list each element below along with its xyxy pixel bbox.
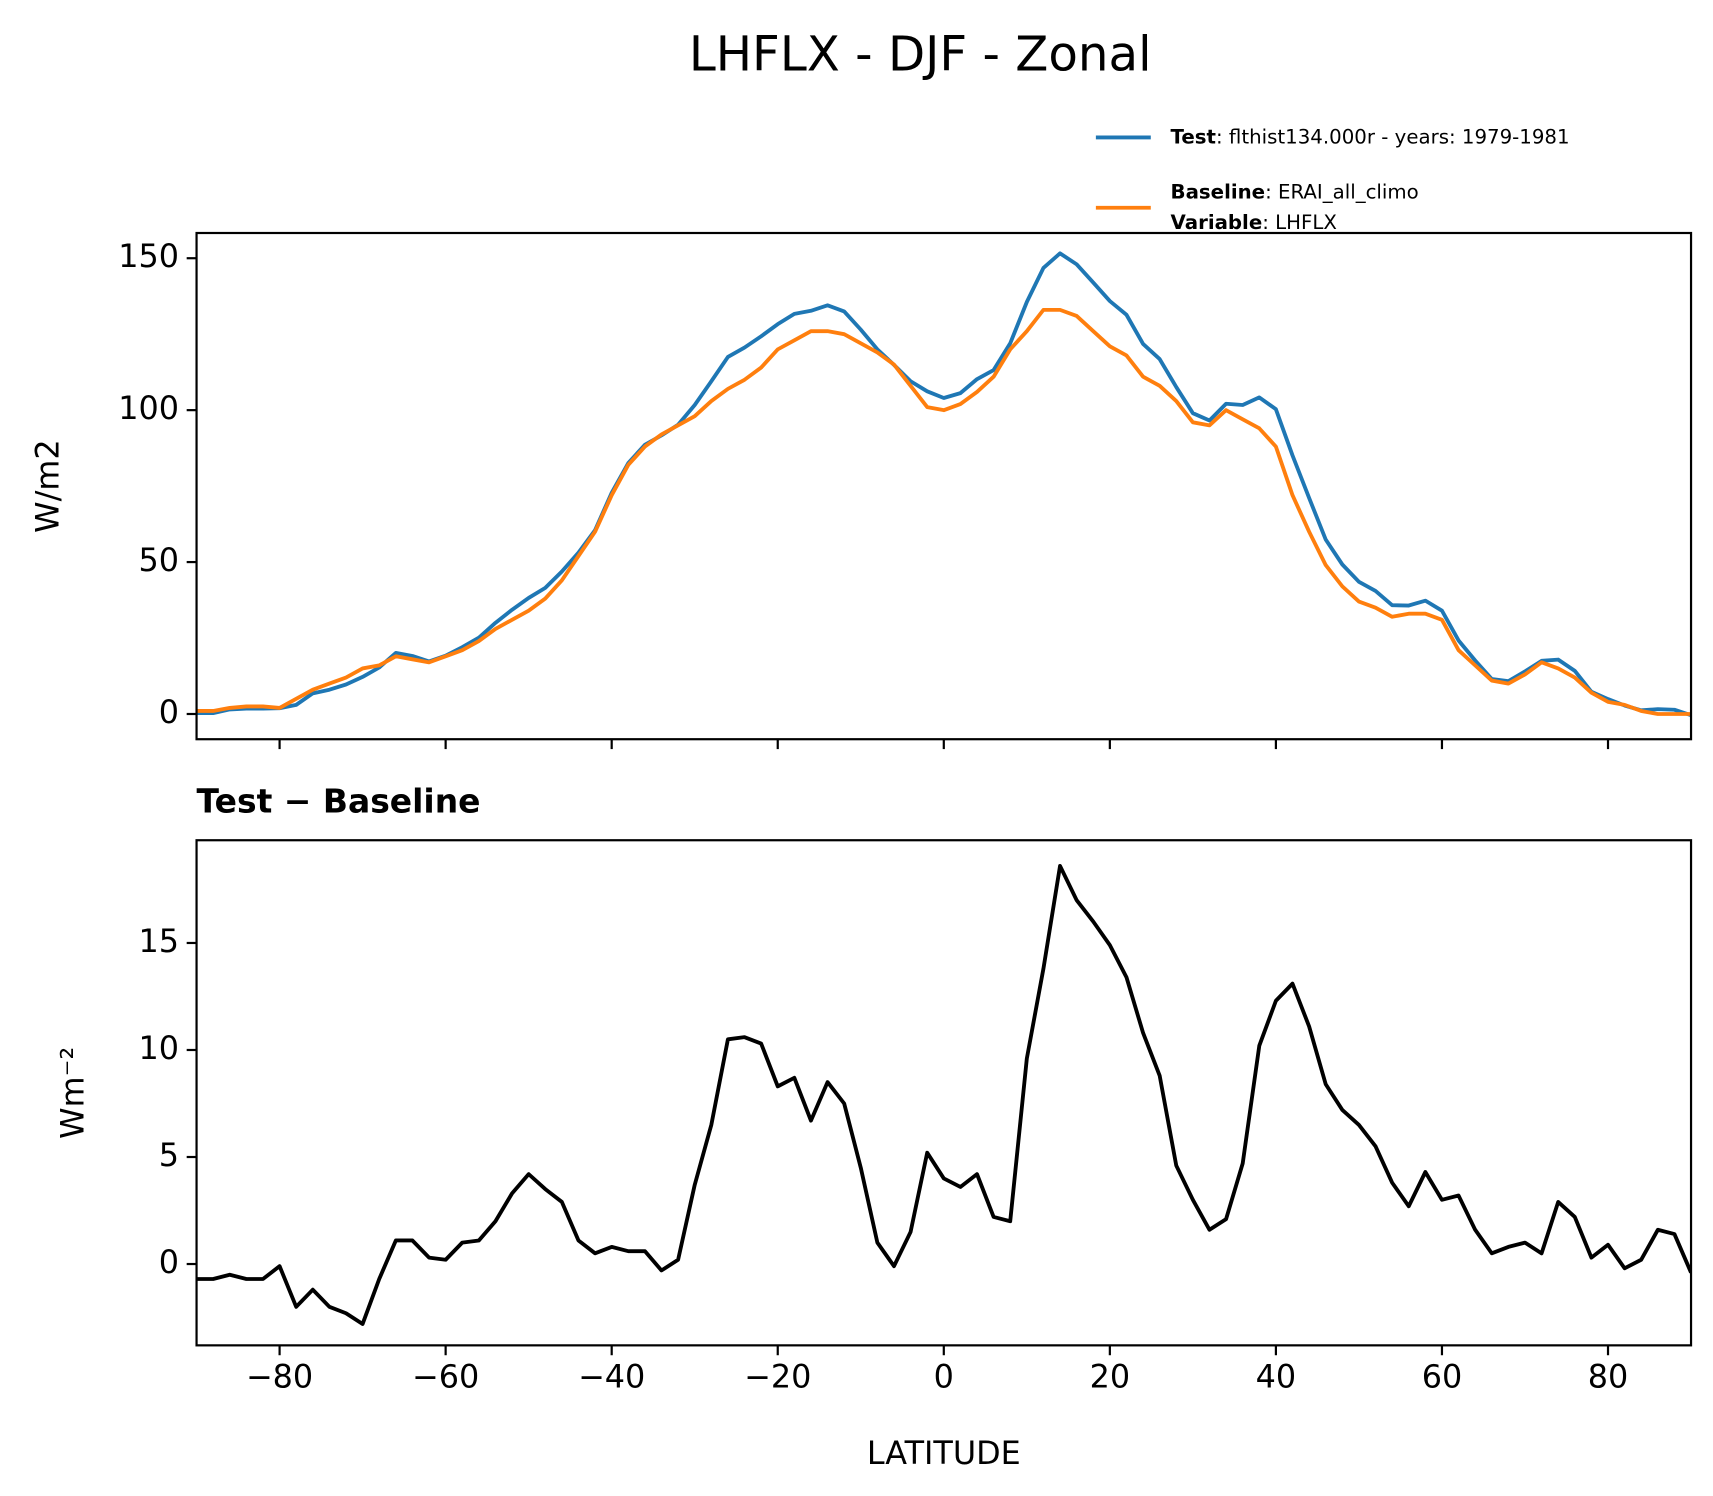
axes-frame xyxy=(195,231,1693,741)
x-tick-label: −60 xyxy=(412,1357,479,1395)
panel-title: Test − Baseline xyxy=(197,781,481,820)
y-tick-label: 5 xyxy=(159,1136,179,1174)
legend-text: : flthist134.000r - years: 1979-1981 xyxy=(1216,125,1570,148)
x-tick-label: 20 xyxy=(1090,1357,1131,1395)
y-tick-label: 10 xyxy=(138,1029,179,1067)
legend-key: Test xyxy=(1171,125,1216,148)
plot-area xyxy=(196,251,1692,718)
y-tick-label: 15 xyxy=(138,922,179,960)
figure-title: LHFLX - DJF - Zonal xyxy=(689,26,1152,82)
y-tick-label: 150 xyxy=(118,237,179,275)
x-tick-label: −80 xyxy=(246,1357,313,1395)
legend-label: Baseline: ERAI_all_climo xyxy=(1171,180,1419,203)
y-tick-label: 0 xyxy=(159,1243,179,1281)
y-tick-label: 50 xyxy=(138,541,179,579)
axes-frame xyxy=(195,839,1693,1347)
y-axis-label: Wm⁻² xyxy=(54,1047,92,1139)
x-tick-label: 60 xyxy=(1422,1357,1463,1395)
x-tick-label: 80 xyxy=(1588,1357,1629,1395)
series-line xyxy=(196,251,1692,718)
series-line xyxy=(196,864,1692,1326)
y-tick-label: 0 xyxy=(159,693,179,731)
legend-label: Test: flthist134.000r - years: 1979-1981 xyxy=(1171,125,1570,148)
plot-area xyxy=(196,864,1692,1326)
y-tick-label: 100 xyxy=(118,389,179,427)
x-tick-label: 40 xyxy=(1256,1357,1297,1395)
series-line xyxy=(196,307,1692,716)
legend-label: Variable: LHFLX xyxy=(1171,211,1337,234)
legend-text: : ERAI_all_climo xyxy=(1265,180,1419,203)
x-tick-label: −20 xyxy=(744,1357,811,1395)
legend-key: Variable xyxy=(1171,211,1263,234)
x-tick-label: 0 xyxy=(934,1357,954,1395)
x-tick-label: −40 xyxy=(578,1357,645,1395)
x-axis-label: LATITUDE xyxy=(867,1434,1021,1472)
legend-text: : LHFLX xyxy=(1262,211,1337,234)
legend-key: Baseline xyxy=(1171,180,1266,203)
y-axis-label: W/m2 xyxy=(28,439,66,532)
